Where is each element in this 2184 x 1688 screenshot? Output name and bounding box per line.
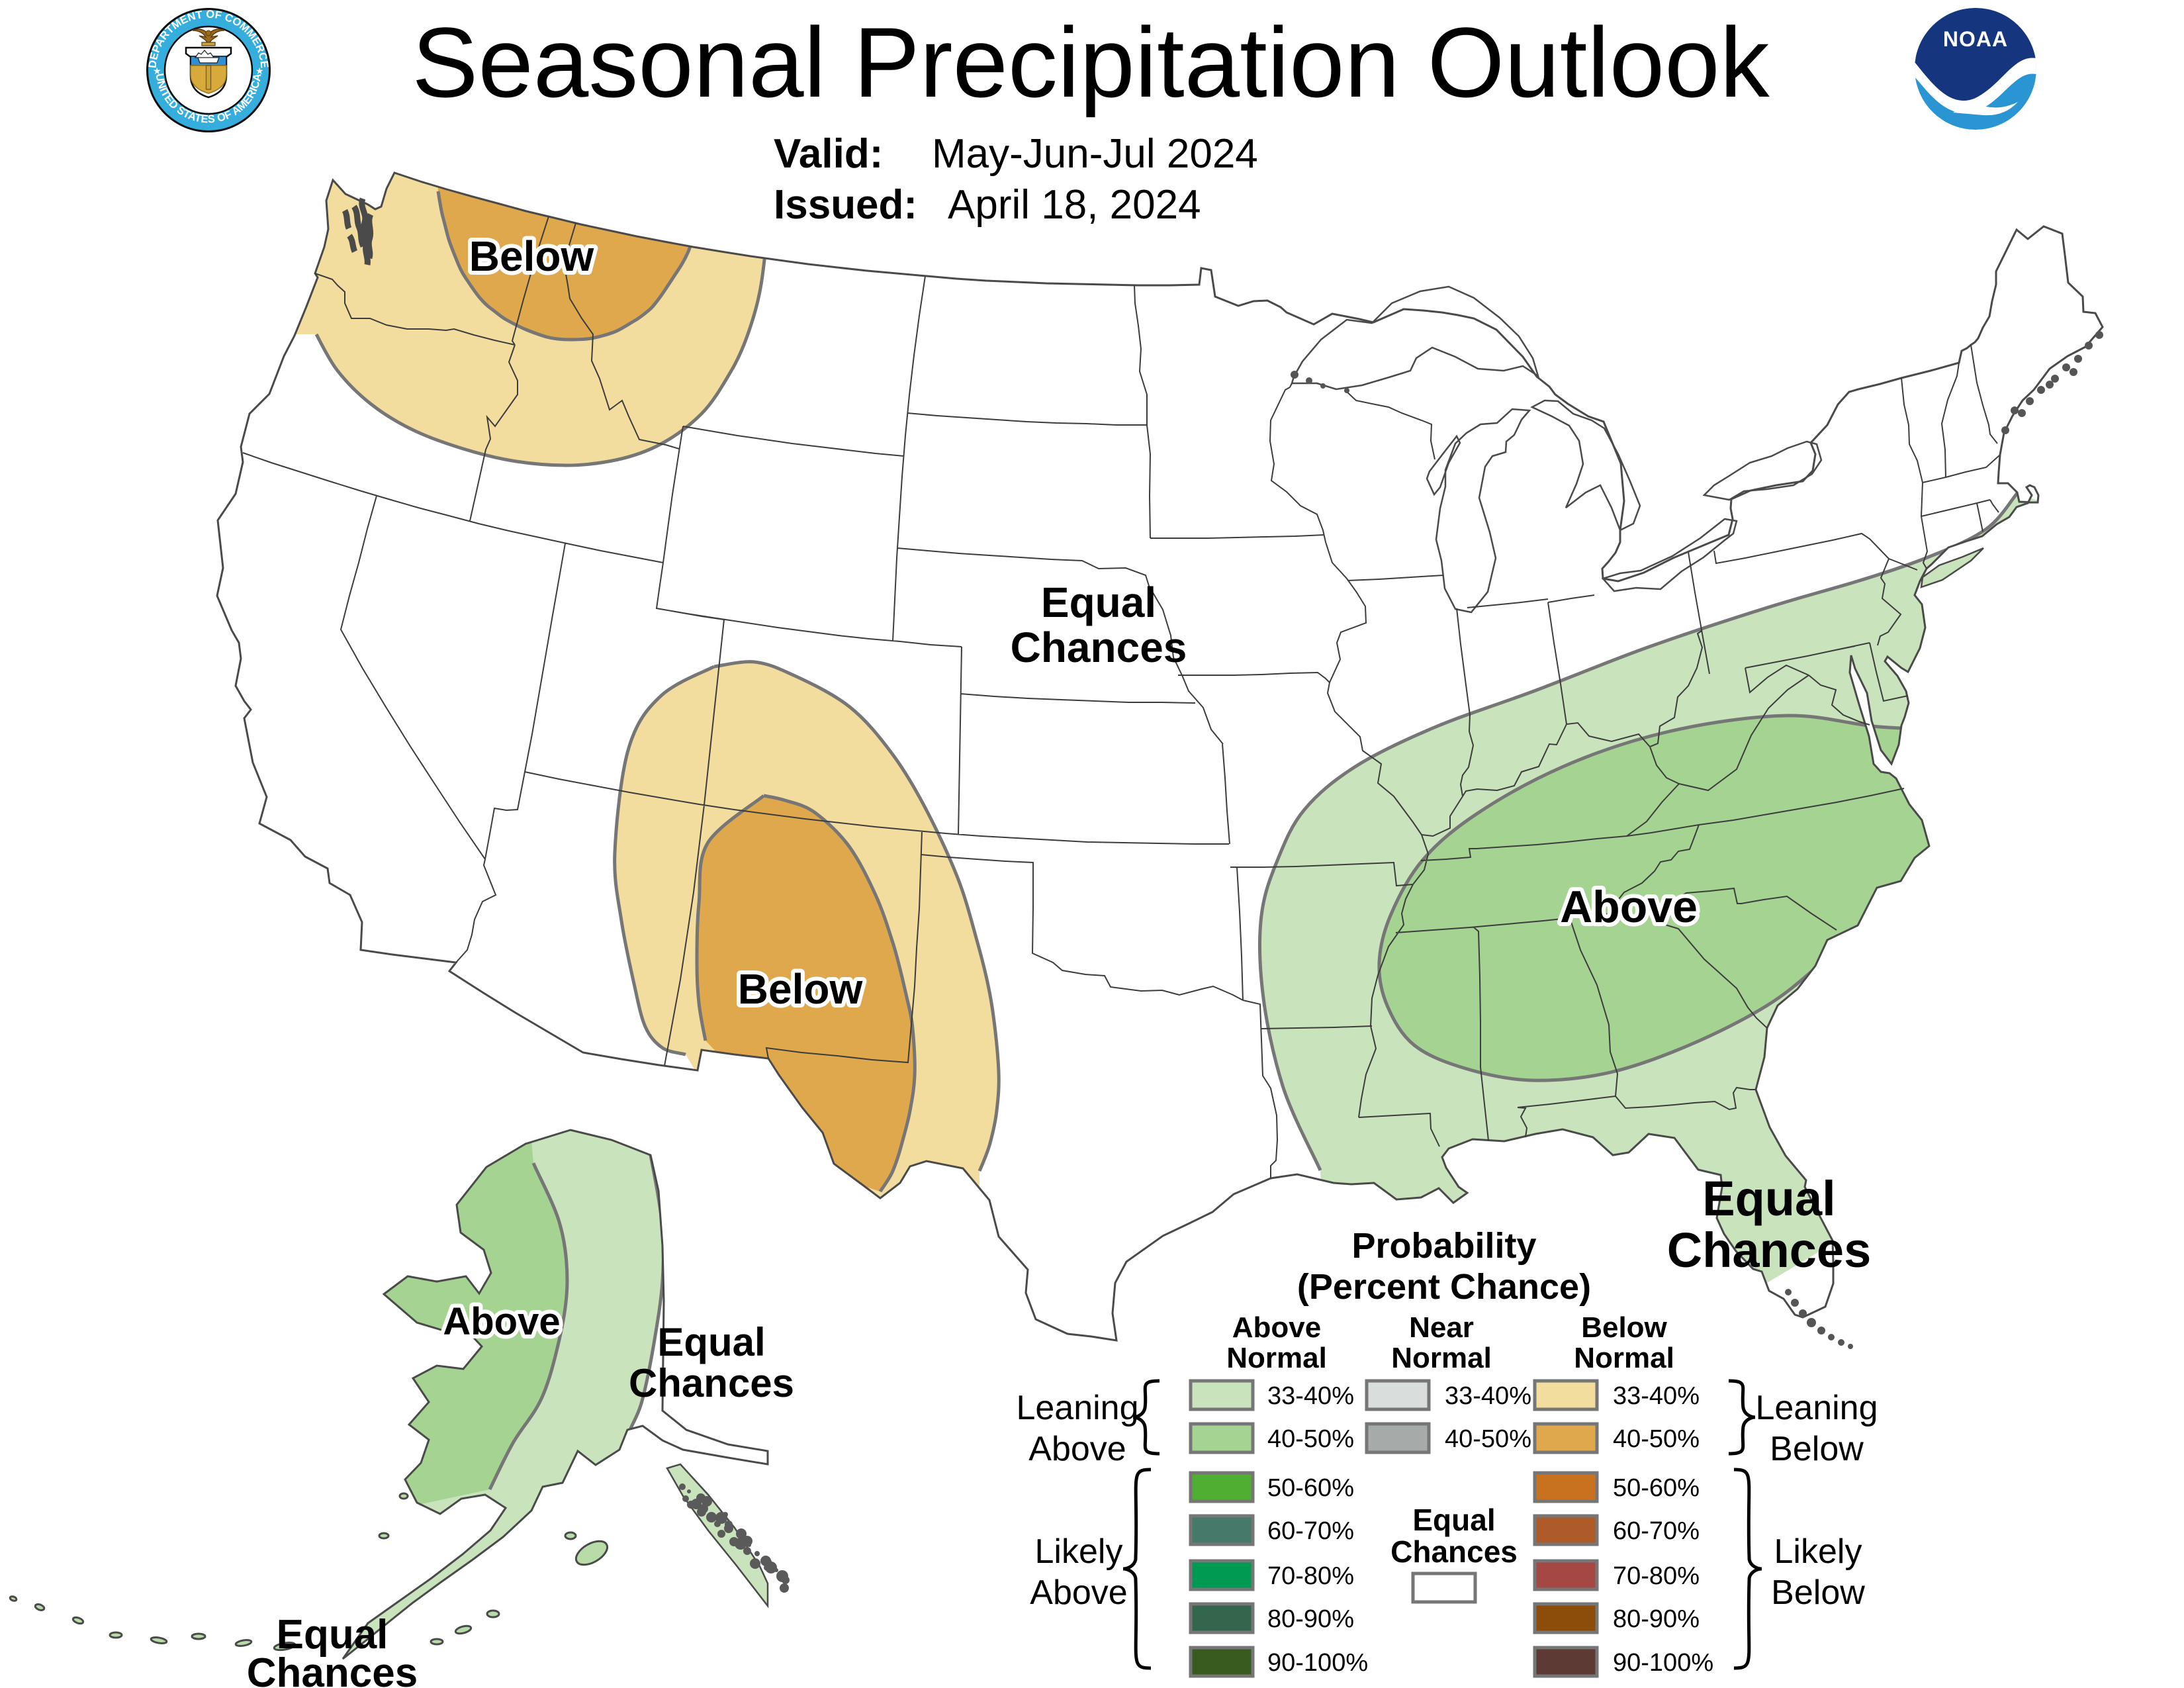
svg-text:40-50%: 40-50% <box>1445 1425 1531 1453</box>
svg-text:Below: Below <box>1581 1311 1667 1344</box>
svg-text:★: ★ <box>153 66 161 76</box>
svg-text:Equal: Equal <box>277 1612 388 1658</box>
svg-text:NOAA: NOAA <box>1943 27 2008 51</box>
svg-text:May-Jun-Jul 2024: May-Jun-Jul 2024 <box>932 131 1258 177</box>
svg-text:Chances: Chances <box>247 1650 418 1688</box>
svg-text:Seasonal Precipitation Outlook: Seasonal Precipitation Outlook <box>412 7 1770 118</box>
svg-text:Above: Above <box>1560 882 1698 932</box>
svg-text:Near: Near <box>1409 1311 1474 1344</box>
svg-text:Equal: Equal <box>1412 1503 1495 1537</box>
svg-text:90-100%: 90-100% <box>1613 1649 1713 1677</box>
svg-text:40-50%: 40-50% <box>1613 1425 1700 1453</box>
svg-text:Below: Below <box>1771 1573 1865 1612</box>
svg-text:70-80%: 70-80% <box>1613 1562 1700 1590</box>
svg-text:33-40%: 33-40% <box>1267 1382 1354 1410</box>
svg-text:80-90%: 80-90% <box>1613 1605 1700 1633</box>
svg-text:Chances: Chances <box>1011 624 1187 671</box>
svg-text:33-40%: 33-40% <box>1445 1382 1531 1410</box>
svg-text:Chances: Chances <box>1390 1534 1518 1569</box>
svg-text:Above: Above <box>1028 1430 1126 1468</box>
svg-text:40-50%: 40-50% <box>1267 1425 1354 1453</box>
svg-text:Chances: Chances <box>629 1361 794 1405</box>
svg-text:Probability: Probability <box>1351 1226 1536 1266</box>
svg-text:★: ★ <box>255 66 264 76</box>
svg-text:Above: Above <box>1232 1311 1321 1344</box>
svg-text:Equal: Equal <box>1041 579 1156 626</box>
svg-text:Below: Below <box>738 965 863 1013</box>
svg-text:Normal: Normal <box>1391 1342 1492 1374</box>
svg-text:33-40%: 33-40% <box>1613 1382 1700 1410</box>
svg-text:Issued:: Issued: <box>774 182 917 228</box>
svg-text:Above: Above <box>443 1300 560 1343</box>
svg-text:Below: Below <box>469 232 594 280</box>
svg-text:Above: Above <box>1030 1573 1127 1612</box>
svg-text:Likely: Likely <box>1774 1532 1862 1571</box>
svg-text:60-70%: 60-70% <box>1613 1517 1700 1545</box>
svg-text:80-90%: 80-90% <box>1267 1605 1354 1633</box>
svg-text:Normal: Normal <box>1574 1342 1674 1374</box>
svg-text:Leaning: Leaning <box>1755 1389 1878 1427</box>
svg-text:Below: Below <box>1770 1430 1864 1468</box>
svg-text:Normal: Normal <box>1226 1342 1327 1374</box>
svg-text:Likely: Likely <box>1035 1532 1123 1571</box>
svg-text:50-60%: 50-60% <box>1613 1474 1700 1502</box>
svg-text:Chances: Chances <box>1667 1223 1871 1278</box>
svg-text:50-60%: 50-60% <box>1267 1474 1354 1502</box>
svg-text:90-100%: 90-100% <box>1267 1649 1368 1677</box>
svg-text:(Percent Chance): (Percent Chance) <box>1297 1267 1591 1307</box>
svg-text:60-70%: 60-70% <box>1267 1517 1354 1545</box>
svg-text:Equal: Equal <box>657 1320 765 1364</box>
svg-text:Equal: Equal <box>1702 1171 1835 1226</box>
svg-text:April 18, 2024: April 18, 2024 <box>948 182 1201 228</box>
svg-text:Leaning: Leaning <box>1016 1389 1138 1427</box>
svg-text:70-80%: 70-80% <box>1267 1562 1354 1590</box>
svg-text:Valid:: Valid: <box>774 131 883 177</box>
